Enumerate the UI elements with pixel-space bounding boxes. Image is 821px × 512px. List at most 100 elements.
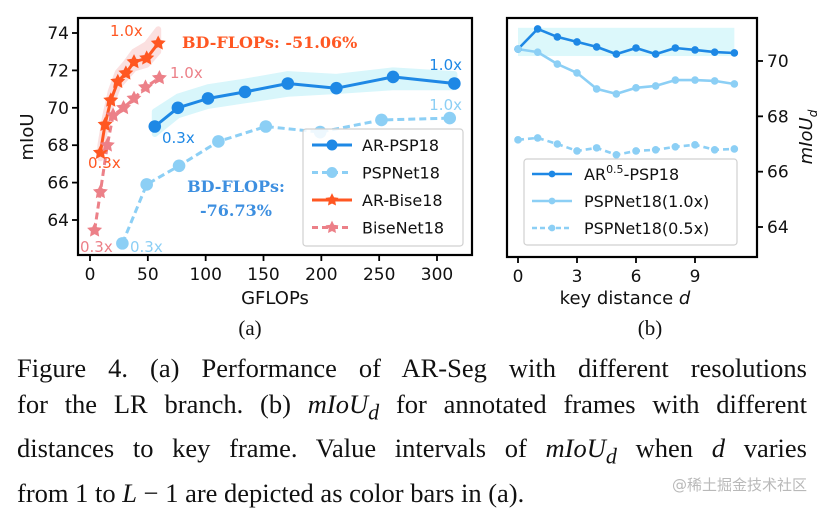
data-point-ar-bise18 xyxy=(139,50,155,65)
watermark: @稀土掘金技术社区 xyxy=(671,476,807,494)
data-point-pspnet18(1.0x) xyxy=(671,76,680,84)
scale-annotation: 1.0x xyxy=(170,64,203,82)
data-point-pspnet18(1.0x) xyxy=(573,69,581,77)
panel-a-frame xyxy=(76,16,474,257)
data-point-ar-psp18 xyxy=(448,77,461,90)
legend-marker xyxy=(548,197,556,205)
panel-b-chart: 0 3 6 9 64 66 68 70 key distance d mIoUd AR0.5… xyxy=(505,16,820,340)
caption-line-2: for the LR branch. (b) mIoUd for annotat… xyxy=(17,389,807,425)
data-point-pspnet18(1.0x) xyxy=(710,77,719,85)
x-tick-label: 250 xyxy=(363,265,395,285)
data-point-bisenet18 xyxy=(92,184,108,199)
data-point-bisenet18 xyxy=(137,79,154,94)
legend-b-label-1: PSPNet18(1.0x) xyxy=(584,192,709,211)
data-point-ar-psp18 xyxy=(330,81,343,95)
legend-a-box xyxy=(302,128,464,247)
panel-b-frame xyxy=(505,16,759,259)
data-point-pspnet18 xyxy=(375,113,388,127)
x-tick-label: 150 xyxy=(247,265,279,285)
data-point-pspnet18 xyxy=(172,159,186,173)
x-tick-label: 0 xyxy=(513,267,524,287)
legend-label-ar-bise18: AR-Bise18 xyxy=(362,191,443,210)
legend-b-box xyxy=(523,158,738,246)
data-point-pspnet18(1.0x) xyxy=(632,84,640,92)
legend-label-ar-psp18: AR-PSP18 xyxy=(362,136,439,155)
scale-annotation: 1.0x xyxy=(110,22,143,40)
data-point-ar-psp18 xyxy=(238,85,252,99)
data-point-pspnet18(0.5x) xyxy=(514,136,522,144)
scale-annotation: 0.3x xyxy=(162,129,195,147)
data-point-ar-psp18 xyxy=(386,70,400,84)
data-point-ar0.5-psp18 xyxy=(691,46,699,54)
x-tick-label: 3 xyxy=(572,267,583,287)
data-point-pspnet18(0.5x) xyxy=(671,142,680,151)
y-tick-label: 68 xyxy=(47,136,69,156)
x-tick-label: 50 xyxy=(137,265,159,285)
data-point-pspnet18(0.5x) xyxy=(592,144,601,152)
bd-flops-annotation-psp: BD-FLOPs: xyxy=(187,177,285,196)
data-point-bisenet18 xyxy=(116,99,131,115)
data-point-ar-bise18 xyxy=(118,65,134,80)
scale-annotation: 0.3x xyxy=(80,238,113,256)
y-tick-label: 66 xyxy=(767,163,789,183)
data-point-pspnet18 xyxy=(259,120,273,133)
scale-annotation: 1.0x xyxy=(429,96,462,114)
data-point-pspnet18(1.0x) xyxy=(730,80,739,88)
x-tick-label: 6 xyxy=(631,267,642,287)
panel-b-sublabel: (b) xyxy=(638,316,663,340)
data-point-pspnet18(0.5x) xyxy=(651,146,660,154)
y-tick-label: 72 xyxy=(47,61,69,81)
data-point-pspnet18 xyxy=(443,111,457,125)
x-tick-label: 300 xyxy=(421,265,453,285)
legend-b-label-0: AR0.5-PSP18 xyxy=(584,163,679,184)
data-point-bisenet18 xyxy=(151,70,167,85)
data-point-ar-bise18 xyxy=(97,116,113,131)
legend-marker xyxy=(325,193,339,206)
data-point-pspnet18(1.0x) xyxy=(533,48,542,56)
y-tick-label: 66 xyxy=(47,174,69,194)
data-point-ar0.5-psp18 xyxy=(612,50,621,58)
legend-marker xyxy=(548,224,556,232)
panel-a-sublabel: (a) xyxy=(238,316,261,340)
data-point-ar0.5-psp18 xyxy=(592,43,601,51)
panel-a-chart: 1.0x 0.3x 1.0x 0.3x 1.0x 0.3x 1.0x 0.3x BD-FLOPs… xyxy=(17,16,474,340)
bd-flops-annotation-bise: BD-FLOPs: -51.06% xyxy=(182,33,357,52)
data-point-ar0.5-psp18 xyxy=(730,49,739,57)
y-tick-label: 64 xyxy=(47,211,69,231)
data-point-bisenet18 xyxy=(99,137,115,152)
data-point-ar0.5-psp18 xyxy=(710,48,719,56)
data-point-ar0.5-psp18 xyxy=(553,33,562,41)
legend-label-bisenet18: BiseNet18 xyxy=(362,219,444,238)
caption-line-1: Figure 4. (a) Performance of AR-Seg with… xyxy=(17,353,807,383)
data-point-ar0.5-psp18 xyxy=(573,38,581,46)
scale-annotation: 0.3x xyxy=(130,238,163,256)
data-point-pspnet18(0.5x) xyxy=(691,141,699,149)
data-point-pspnet18 xyxy=(212,135,225,148)
panel-a-ylabel: mIoU xyxy=(17,113,38,160)
data-point-ar0.5-psp18 xyxy=(671,44,680,52)
scale-annotation: 0.3x xyxy=(88,154,121,172)
data-point-ar-psp18 xyxy=(281,77,295,90)
x-tick-label: 9 xyxy=(690,267,701,287)
legend-marker xyxy=(326,167,338,178)
data-point-pspnet18(0.5x) xyxy=(573,147,581,155)
data-point-ar-bise18 xyxy=(110,73,126,88)
data-point-bisenet18 xyxy=(87,222,103,237)
scale-annotation: 1.0x xyxy=(429,56,462,74)
legend-b-label-2: PSPNet18(0.5x) xyxy=(584,219,709,238)
data-point-pspnet18 xyxy=(140,178,153,191)
x-tick-label: 100 xyxy=(189,265,221,285)
panel-b-ylabel: mIoUd xyxy=(796,109,820,164)
data-point-ar-bise18 xyxy=(103,92,119,107)
data-point-pspnet18(0.5x) xyxy=(612,150,621,159)
data-point-ar-psp18 xyxy=(148,120,162,133)
y-tick-label: 74 xyxy=(47,24,69,44)
x-tick-label: 200 xyxy=(305,265,337,285)
data-point-pspnet18(0.5x) xyxy=(533,134,542,142)
data-point-pspnet18(1.0x) xyxy=(592,85,601,93)
panel-b-legend: AR0.5-PSP18 PSPNet18(1.0x) PSPNet18(0.5x… xyxy=(523,158,738,246)
bd-flops-value-psp: -76.73% xyxy=(200,201,272,220)
data-point-pspnet18(1.0x) xyxy=(514,45,522,53)
legend-marker xyxy=(325,220,339,233)
series-line-pspnet18(0.5x) xyxy=(517,136,735,157)
